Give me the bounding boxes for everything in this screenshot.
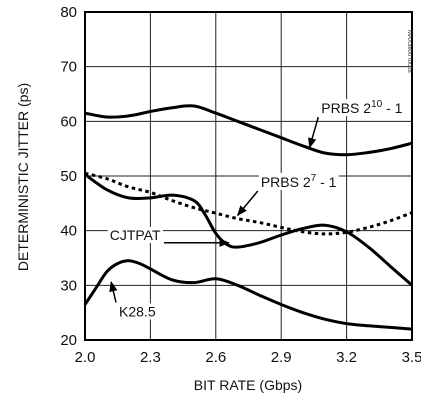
x-tick-label: 2.0 bbox=[75, 349, 96, 366]
annotation-base: PRBS 2 bbox=[321, 100, 371, 116]
plot-frame bbox=[84, 11, 413, 341]
annotation-label-bg bbox=[319, 99, 405, 117]
tick-labels: 2.0 2.3 2.6 2.9 3.2 3.5 20 30 40 50 60 70 80 bbox=[60, 4, 421, 366]
series-line-cjtpat bbox=[84, 173, 413, 287]
y-tick-label: 50 bbox=[60, 168, 77, 185]
annotation-label-prbs-2-7-1: PRBS 27 - 1 bbox=[261, 173, 337, 190]
annotation-label-bg bbox=[107, 226, 163, 243]
y-tick-label: 40 bbox=[60, 223, 77, 240]
annotation-base: PRBS 2 bbox=[261, 174, 311, 190]
x-tick-label: 3.2 bbox=[336, 349, 357, 366]
annotation-k28-5: K28.5 bbox=[109, 281, 158, 320]
figure-id-watermark: MAX3800 toc08 bbox=[406, 30, 412, 73]
y-axis-label: DETERMINISTIC JITTER (ps) bbox=[15, 83, 31, 271]
x-tick-label: 2.6 bbox=[205, 349, 226, 366]
annotation-prbs-2-10-1: PRBS 210 - 1 bbox=[308, 99, 405, 149]
annotation-label-cjtpat: CJTPAT bbox=[110, 227, 161, 243]
x-tick-label: 2.3 bbox=[140, 349, 161, 366]
x-axis-label: BIT RATE (Gbps) bbox=[194, 377, 302, 393]
series-line-prbs-2-7-1 bbox=[84, 171, 413, 236]
annotation-arrow bbox=[109, 281, 118, 303]
annotation-exponent: 10 bbox=[371, 99, 383, 110]
annotation-cjtpat: CJTPAT bbox=[107, 226, 230, 247]
annotation-exponent: 7 bbox=[311, 173, 317, 184]
y-tick-label: 30 bbox=[60, 277, 77, 294]
annotation-prbs-2-7-1: PRBS 27 - 1 bbox=[236, 172, 339, 217]
plot-border bbox=[84, 11, 413, 341]
annotation-arrow bbox=[236, 190, 259, 217]
x-tick-label: 2.9 bbox=[271, 349, 292, 366]
annotation-label-bg bbox=[117, 303, 158, 320]
annotation-suffix: - 1 bbox=[382, 100, 402, 116]
y-tick-label: 80 bbox=[60, 4, 77, 21]
annotation-label-prbs-2-10-1: PRBS 210 - 1 bbox=[321, 99, 402, 116]
annotation-label-k28-5: K28.5 bbox=[119, 303, 156, 319]
annotation-suffix: - 1 bbox=[316, 174, 336, 190]
annotation-arrow bbox=[308, 116, 319, 149]
y-tick-label: 60 bbox=[60, 113, 77, 130]
series-layer bbox=[83, 104, 413, 331]
x-tick-label: 3.5 bbox=[402, 349, 421, 366]
y-tick-label: 20 bbox=[60, 332, 77, 349]
series-line-k28-5 bbox=[83, 259, 413, 331]
y-tick-label: 70 bbox=[60, 59, 77, 76]
annotation-label-bg bbox=[258, 172, 339, 190]
series-line-prbs-2-10-1 bbox=[84, 104, 413, 157]
